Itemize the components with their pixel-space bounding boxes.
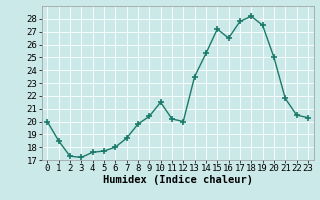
X-axis label: Humidex (Indice chaleur): Humidex (Indice chaleur) [103,175,252,185]
